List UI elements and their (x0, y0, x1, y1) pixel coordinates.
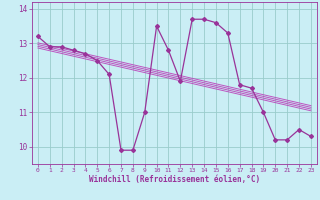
X-axis label: Windchill (Refroidissement éolien,°C): Windchill (Refroidissement éolien,°C) (89, 175, 260, 184)
